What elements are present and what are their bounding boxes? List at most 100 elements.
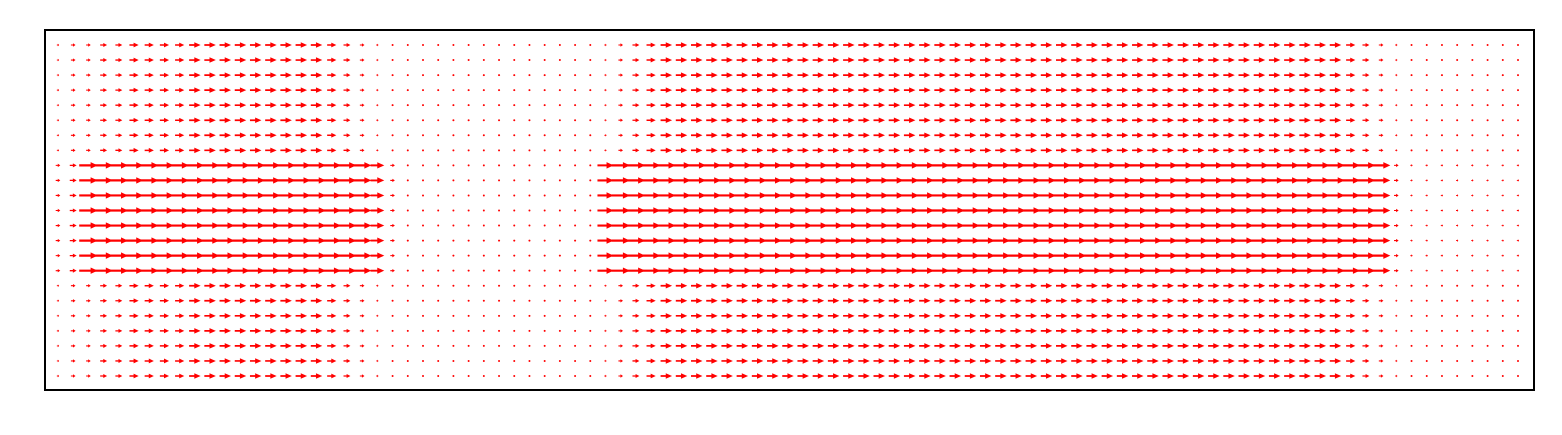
vector-arrow <box>794 192 813 199</box>
vector-arrow <box>626 252 646 259</box>
vector-arrow <box>1177 343 1190 349</box>
vector-arrow <box>1425 209 1428 212</box>
vector-arrow <box>1192 57 1205 63</box>
vector-arrow <box>1192 132 1205 139</box>
vector-arrow <box>1192 358 1205 364</box>
vector-arrow <box>839 222 859 229</box>
vector-dot <box>452 149 455 152</box>
vector-arrow <box>660 57 673 63</box>
vector-arrow <box>1037 177 1056 184</box>
vector-dot <box>1486 359 1489 362</box>
vector-arrow <box>1268 343 1281 349</box>
vector-arrow <box>1071 328 1083 334</box>
vector-dot <box>528 329 531 332</box>
vector-arrow <box>1162 313 1174 319</box>
vector-arrow <box>189 343 201 349</box>
vector-arrow <box>964 102 977 108</box>
vector-arrow <box>641 192 661 199</box>
vector-arrow <box>1299 343 1311 349</box>
vector-dot <box>558 239 561 242</box>
vector-dot <box>1425 149 1428 152</box>
vector-dot <box>574 164 577 167</box>
vector-arrow <box>1010 313 1022 319</box>
vector-arrow <box>327 313 337 319</box>
vector-arrow <box>276 237 296 244</box>
vector-arrow <box>1314 313 1327 319</box>
vector-arrow <box>249 117 262 123</box>
vector-dot <box>391 44 394 46</box>
vector-arrow <box>1280 192 1300 199</box>
vector-dot <box>1456 59 1459 62</box>
vector-dot <box>406 224 409 227</box>
vector-arrow <box>1362 103 1370 108</box>
vector-arrow <box>140 162 159 169</box>
vector-arrow <box>812 313 825 319</box>
vector-arrow <box>1086 282 1098 289</box>
vector-arrow <box>1219 162 1239 169</box>
vector-dot <box>1517 284 1519 287</box>
vector-dot <box>437 359 440 362</box>
vector-arrow <box>611 207 630 214</box>
vector-dot <box>406 194 409 197</box>
vector-arrow <box>1378 359 1384 363</box>
vector-dot <box>1410 344 1413 347</box>
vector-dot <box>574 89 577 92</box>
vector-arrow <box>660 373 673 379</box>
vector-arrow <box>702 222 722 229</box>
vector-dot <box>543 89 546 92</box>
vector-arrow <box>292 237 311 244</box>
vector-arrow <box>1341 192 1360 199</box>
vector-arrow <box>56 118 60 122</box>
vector-dot <box>558 299 561 302</box>
vector-dot <box>406 89 409 92</box>
vector-arrow <box>280 147 292 154</box>
vector-arrow <box>1486 269 1489 273</box>
vector-arrow <box>1395 329 1398 333</box>
vector-dot <box>1410 104 1413 107</box>
vector-arrow <box>675 282 688 289</box>
vector-arrow <box>276 222 296 229</box>
vector-arrow <box>675 57 688 63</box>
vector-arrow <box>70 148 76 153</box>
vector-dot <box>513 44 516 46</box>
vector-arrow <box>964 57 977 63</box>
vector-arrow <box>1025 42 1038 48</box>
vector-dot <box>558 74 561 77</box>
vector-arrow <box>234 373 247 379</box>
vector-dot <box>589 89 592 92</box>
vector-arrow <box>1378 344 1384 348</box>
vector-arrow <box>1204 207 1224 214</box>
vector-arrow <box>216 207 235 214</box>
vector-arrow <box>70 58 76 62</box>
vector-arrow <box>1314 358 1327 364</box>
vector-arrow <box>359 133 365 137</box>
vector-arrow <box>618 118 624 122</box>
vector-arrow <box>1071 313 1083 319</box>
vector-arrow <box>1394 193 1399 198</box>
vector-arrow <box>660 343 673 349</box>
vector-arrow <box>1204 192 1224 199</box>
vector-arrow <box>1471 179 1474 182</box>
vector-arrow <box>69 208 77 213</box>
vector-arrow <box>1223 373 1235 379</box>
vector-arrow <box>56 133 60 137</box>
vector-arrow <box>265 282 277 289</box>
vector-arrow <box>1010 117 1022 123</box>
vector-arrow <box>646 132 656 138</box>
vector-dot <box>528 164 531 167</box>
vector-arrow <box>797 132 809 139</box>
vector-arrow <box>632 57 640 63</box>
vector-dot <box>558 254 561 257</box>
vector-arrow <box>1486 209 1489 212</box>
vector-arrow <box>687 267 706 274</box>
vector-arrow <box>1128 237 1147 244</box>
vector-arrow <box>1022 192 1041 199</box>
vector-arrow <box>858 147 870 154</box>
vector-arrow <box>55 238 61 243</box>
vector-dot <box>528 74 531 77</box>
vector-arrow <box>1362 358 1370 364</box>
vector-arrow <box>1268 328 1281 334</box>
vector-arrow <box>219 87 232 93</box>
vector-arrow <box>115 328 123 333</box>
vector-arrow <box>376 329 379 333</box>
